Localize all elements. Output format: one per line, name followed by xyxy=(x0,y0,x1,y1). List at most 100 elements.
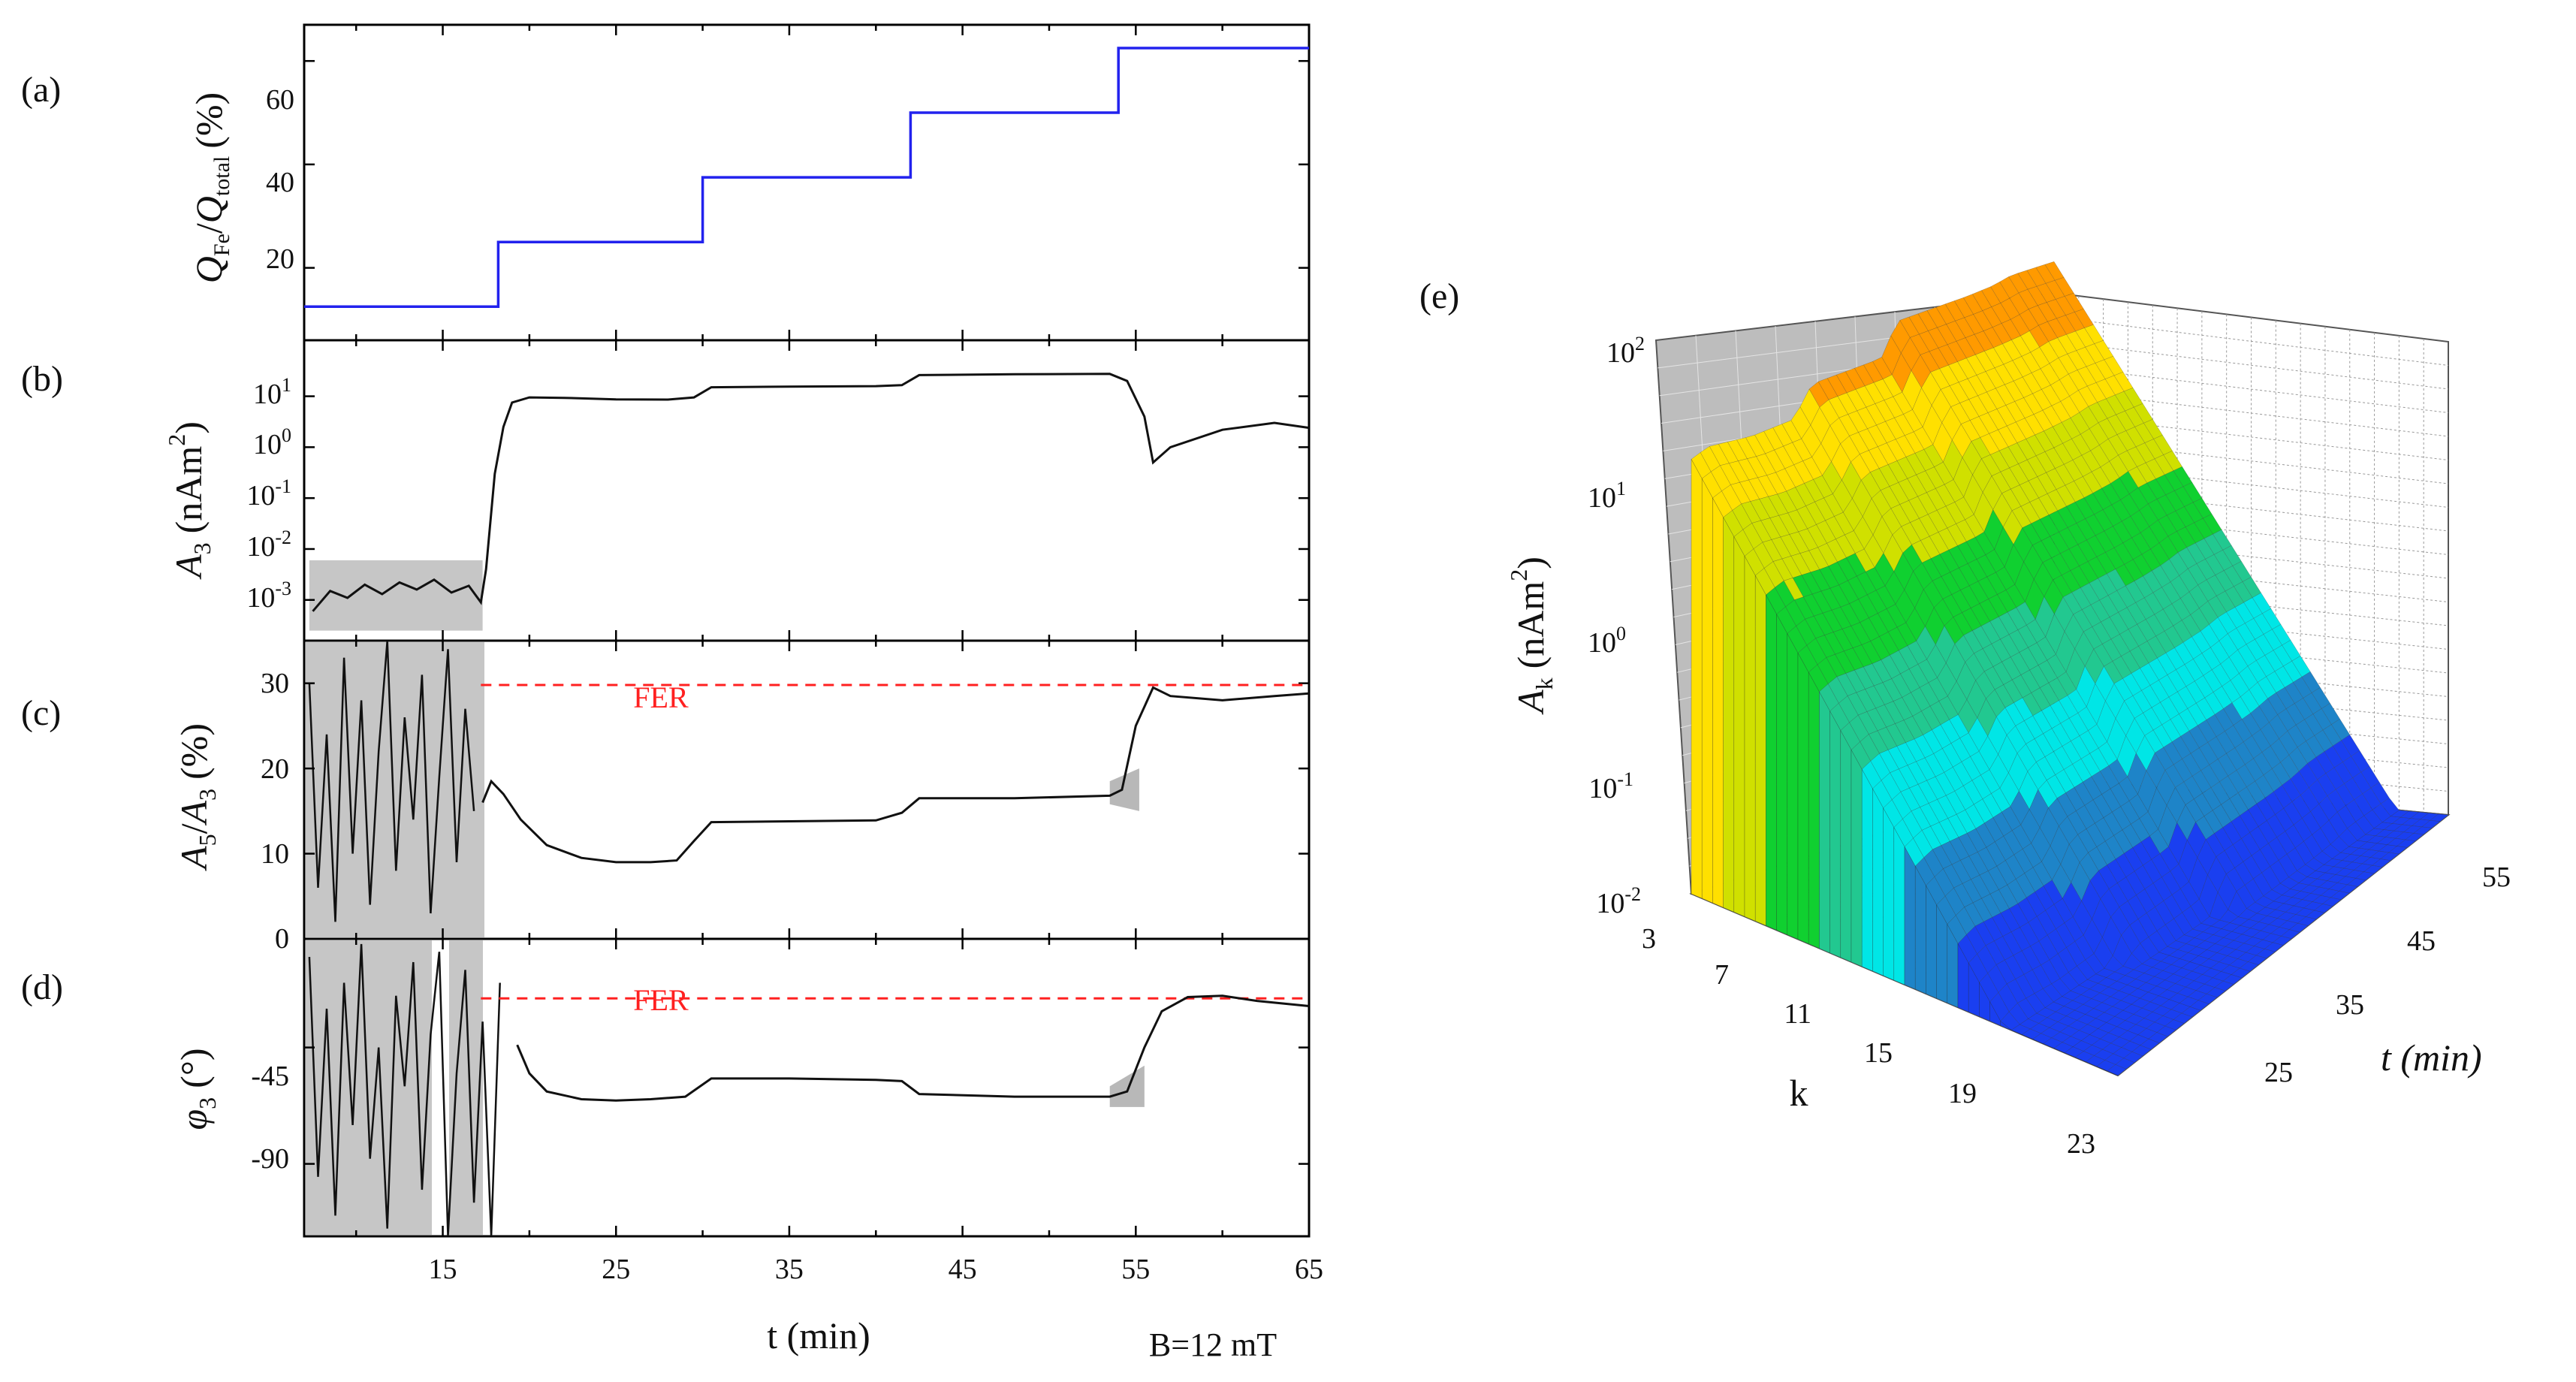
surface-patch xyxy=(2430,813,2449,822)
k-tick-label: 19 xyxy=(1948,1078,1977,1109)
surface-skirt xyxy=(1808,672,1820,949)
panel-a-ytick-label: 60 xyxy=(266,84,294,116)
grid-line xyxy=(2053,535,2449,579)
surface-patch xyxy=(2123,1052,2143,1063)
uncertainty-band-d xyxy=(1109,1065,1145,1107)
surface-skirt xyxy=(1872,788,1884,976)
k-tick-label: 15 xyxy=(1864,1037,1893,1069)
surface-skirt xyxy=(1691,459,1703,899)
grid-line xyxy=(2053,729,2449,768)
panel-d-ytick-labels: -45 -90 xyxy=(251,1061,289,1175)
surface-skirt xyxy=(1744,556,1756,922)
z-tick-labels: 102 101 100 10-1 10-2 xyxy=(1588,333,1645,919)
grid-line xyxy=(2053,486,2449,532)
grid-line xyxy=(2053,704,2449,744)
surface-skirt xyxy=(1787,633,1799,940)
surface-patch xyxy=(2405,833,2424,841)
panel-b: (b) 101 100 10-1 10-2 10-3 A3(nAm2) xyxy=(21,339,1311,642)
z-tick-label: 10-1 xyxy=(1588,768,1633,804)
series-line-a5-a3 xyxy=(481,686,1310,864)
panel-a-ticks xyxy=(304,25,1311,340)
grid-line xyxy=(2053,316,2449,366)
panel-d-ticks xyxy=(304,939,1311,1236)
x-tick-label: 15 xyxy=(429,1254,457,1285)
panel-e: (e) 102 101 100 10-1 10-2 Ak(nAm2) 3 7 1… xyxy=(1419,261,2511,1160)
ylabel-a-q1: Q xyxy=(188,256,230,283)
ylabel-a-unit: (%) xyxy=(188,92,230,149)
surface-skirt xyxy=(1926,885,1937,999)
surface-patch xyxy=(2247,955,2267,965)
panel-e-zlabel: Ak(nAm2) xyxy=(1505,557,1558,715)
k-tick-labels: 3 7 11 15 19 23 xyxy=(1642,923,2095,1160)
panel-d-frame xyxy=(303,937,1311,1238)
noise-trace-d xyxy=(308,943,501,1237)
surface-patch xyxy=(2355,871,2375,881)
k-tick-label: 23 xyxy=(2067,1128,2095,1160)
surface-patch xyxy=(2164,1019,2185,1030)
ylabel-a-sub1: Fe xyxy=(210,234,234,256)
panel-b-ytick-labels: 101 100 10-1 10-2 10-3 xyxy=(246,374,291,614)
grid-line xyxy=(2053,607,2449,650)
surface-patch xyxy=(2339,884,2358,894)
panel-a-frame xyxy=(303,23,1311,342)
x-tick-label: 55 xyxy=(1121,1254,1150,1285)
uncertainty-band-c xyxy=(1109,768,1139,811)
x-axis-label: t (min) xyxy=(767,1314,870,1356)
panel-c-ytick-label: 0 xyxy=(275,923,289,955)
x-tick-label: 45 xyxy=(949,1254,977,1285)
surface-skirt xyxy=(1723,517,1735,913)
t-tick-labels: 25 35 45 55 xyxy=(2264,861,2511,1088)
surface-patch xyxy=(2388,846,2408,855)
panel-a-ylabel: QFe/Qtotal(%) xyxy=(188,92,234,283)
surface-patch xyxy=(2140,1038,2160,1050)
t-tick-label: 25 xyxy=(2264,1057,2293,1088)
surface-skirt xyxy=(2107,1070,2119,1076)
surface-patch xyxy=(2131,1045,2152,1057)
z-tick-label: 102 xyxy=(1606,333,1645,369)
surface-skirt xyxy=(1712,497,1724,908)
surface-patch xyxy=(2148,1032,2168,1043)
surface-patch xyxy=(2239,961,2259,972)
panel-a-ytick-label: 40 xyxy=(266,167,294,198)
panel-a-ytick-label: 20 xyxy=(266,243,294,275)
surface xyxy=(1691,261,2449,1076)
grid-line xyxy=(2053,632,2449,674)
panel-b-ytick-label: 101 xyxy=(253,374,291,410)
surface-skirt xyxy=(1701,478,1713,904)
surface-skirt xyxy=(1766,594,1777,931)
panel-c-ytick-label: 20 xyxy=(261,753,289,785)
panel-c-ytick-labels: 0 10 20 30 xyxy=(261,668,289,955)
surface-skirt xyxy=(1883,807,1895,981)
grid-line xyxy=(2053,438,2449,484)
ylabel-a-sub2: total xyxy=(210,156,234,196)
panel-b-ylabel: A3(nAm2) xyxy=(163,421,216,580)
grid-line xyxy=(2053,341,2449,390)
grid-line xyxy=(2053,753,2449,792)
x-tick-label: 35 xyxy=(775,1254,804,1285)
panel-c-ytick-label: 30 xyxy=(261,668,289,699)
panel-letter-c: (c) xyxy=(21,693,61,733)
surface-skirt xyxy=(1904,846,1916,990)
k-tick-label: 3 xyxy=(1642,923,1656,955)
surface-skirt xyxy=(1754,575,1766,926)
surface-skirt xyxy=(1914,866,1926,994)
panel-a-ytick-labels: 20 40 60 xyxy=(266,84,294,275)
surface-skirt xyxy=(1840,730,1852,963)
ylabel-a-slash: / xyxy=(188,223,230,234)
panel-d-ytick-label: -45 xyxy=(251,1061,289,1092)
panel-d-ylabel: φ3(°) xyxy=(173,1049,221,1130)
grid-line xyxy=(2053,680,2449,721)
panel-letter-d: (d) xyxy=(21,967,63,1007)
k-tick-label: 7 xyxy=(1715,959,1729,991)
k-axis-label: k xyxy=(1790,1072,1808,1114)
grid-line xyxy=(2053,365,2449,413)
z-tick-label: 101 xyxy=(1588,478,1626,514)
panel-letter-a: (a) xyxy=(21,70,61,110)
surface-skirt xyxy=(1819,691,1830,954)
x-tick-labels: 15 25 35 45 55 65 xyxy=(429,1254,1323,1285)
panel-c-ylabel: A5/A3(%) xyxy=(173,723,221,871)
grid-line xyxy=(2053,462,2449,508)
z-tick-label: 100 xyxy=(1588,623,1626,659)
surface-skirt xyxy=(2000,1021,2012,1030)
surface-skirt xyxy=(1861,769,1873,972)
